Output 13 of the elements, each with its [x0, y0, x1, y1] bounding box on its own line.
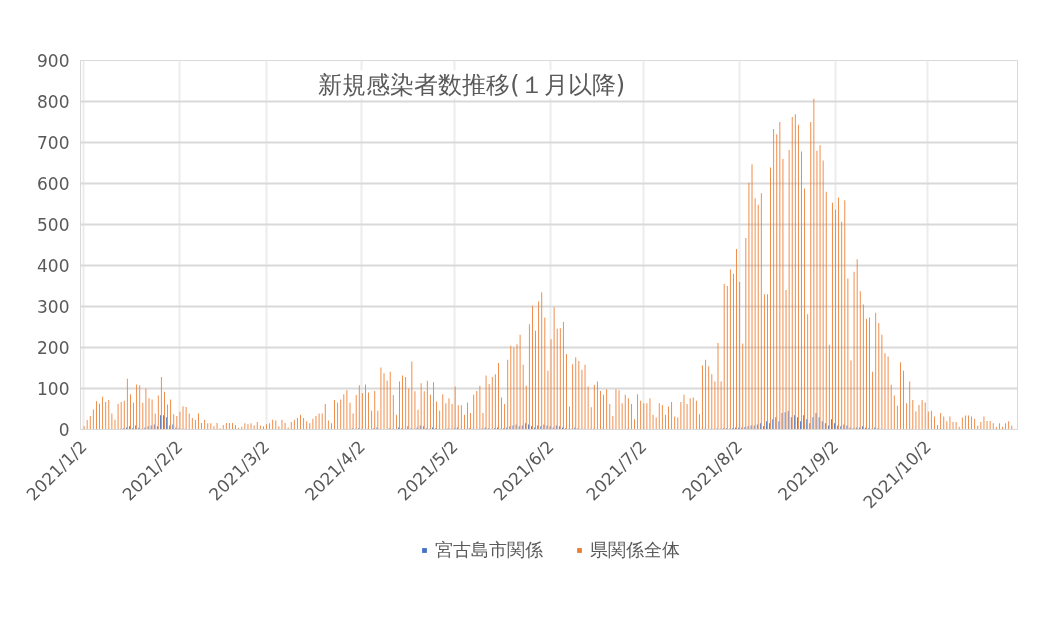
- y-tick-label: 900: [37, 51, 70, 71]
- y-tick-label: 0: [58, 420, 70, 440]
- y-tick-label: 100: [37, 379, 70, 399]
- y-tick-label: 200: [37, 338, 70, 358]
- y-tick-label: 500: [37, 215, 70, 235]
- y-tick-label: 700: [37, 133, 70, 153]
- y-tick-label: 800: [37, 92, 70, 112]
- legend-label: 県関係全体: [589, 538, 680, 562]
- y-tick-label: 600: [37, 174, 70, 194]
- y-tick-label: 400: [37, 256, 70, 276]
- chart-title: 新規感染者数推移(１月以降): [318, 70, 626, 99]
- y-tick-label: 300: [37, 297, 70, 317]
- legend-label: 宮古島市関係: [434, 538, 543, 562]
